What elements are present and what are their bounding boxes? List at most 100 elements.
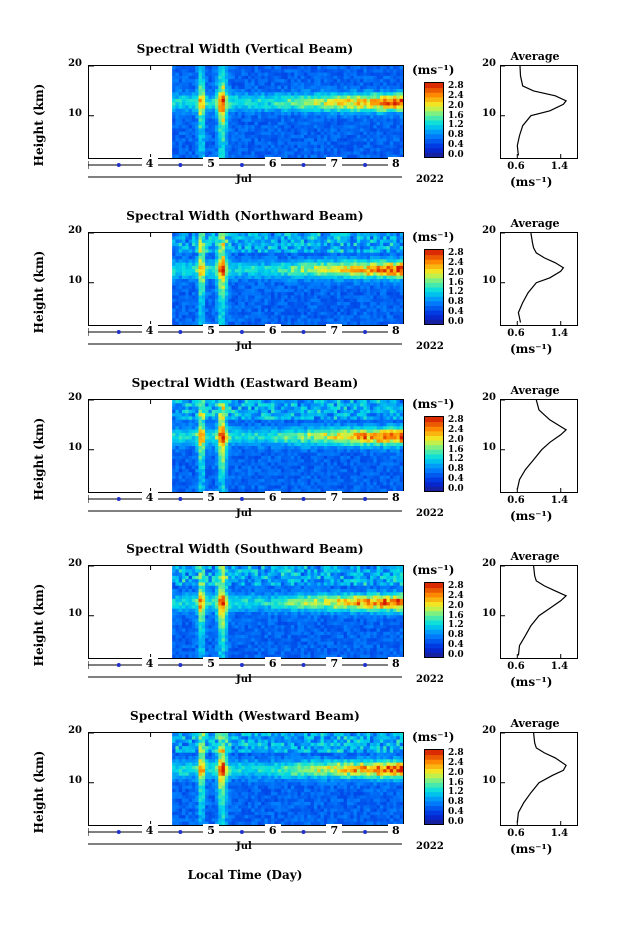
heatmap-cell [379,416,384,421]
heatmap-cell [221,429,226,434]
heatmap-cell [267,285,272,290]
heatmap-cell [333,315,338,319]
heatmap-cell [188,151,193,156]
heatmap-cell [323,262,328,267]
heatmap-cell [376,233,381,237]
heatmap-cell [320,252,325,257]
heatmap-cell [396,242,401,247]
heatmap-cell [264,66,269,70]
heatmap-cell [356,102,361,106]
heatmap-cell [241,121,246,126]
heatmap-cell [234,98,239,103]
heatmap-cell [175,102,180,106]
heatmap-cell [333,128,338,133]
heatmap-cell [228,135,232,139]
heatmap-cell [231,298,236,303]
heatmap-cell [383,400,388,404]
heatmap-cell [205,239,209,244]
heatmap-cell [337,151,341,156]
heatmap-cell [182,423,186,427]
heatmap-cell [277,419,282,424]
heatmap-cell [221,141,226,146]
heatmap-cell [353,121,358,126]
heatmap-cell [198,285,203,290]
heatmap-cell [399,321,403,325]
heatmap-cell [343,262,348,267]
heatmap-cell [188,95,193,100]
heatmap-cell [379,112,384,116]
heatmap-cell [353,141,358,146]
heatmap-cell [198,79,203,83]
heatmap-cell [251,279,256,283]
heatmap-cell [254,436,259,440]
heatmap-cell [379,436,384,440]
heatmap-cell [234,298,239,303]
heatmap-cell [399,272,403,277]
time-marker-dot [239,330,244,334]
heatmap-cell [389,406,394,411]
heatmap-cell [346,308,351,313]
heatmap-cell [323,298,328,303]
heatmap-cell [313,79,318,83]
heatmap-cell [175,429,180,434]
heatmap-cell [208,269,213,273]
heatmap-cell [188,141,193,146]
heatmap-cell [175,95,180,100]
heatmap-cell [195,125,200,129]
heatmap-cell [330,432,335,437]
heatmap-cell [254,259,259,264]
heatmap-cell [340,426,345,431]
heatmap-cell [353,279,358,283]
heatmap-cell [175,262,180,267]
heatmap-cell [191,279,196,283]
heatmap-cell [370,252,374,257]
heatmap-cell [201,135,206,139]
heatmap-cell [337,413,341,417]
heatmap-cell [201,75,206,80]
heatmap-cell [337,108,341,113]
heatmap-cell [290,406,295,411]
heatmap-cell [346,292,351,296]
heatmap-cell [360,135,364,139]
heatmap-cell [264,262,269,267]
heatmap-cell [175,233,180,237]
heatmap-cell [346,128,351,133]
heatmap-cell [211,282,216,287]
heatmap-cell [379,429,384,434]
heatmap-cell [340,82,345,87]
heatmap-cell [185,298,190,303]
heatmap-cell [370,131,374,136]
heatmap-cell [191,148,196,152]
heatmap-cell [307,148,312,152]
heatmap-cell [224,432,229,437]
heatmap-cell [277,154,282,158]
heatmap-cell [185,419,190,424]
heatmap-cell [205,89,209,93]
heatmap-cell [356,115,361,120]
heatmap-cell [218,302,223,306]
heatmap-cell [330,72,335,77]
heatmap-cell [251,233,256,237]
heatmap-cell [234,66,239,70]
heatmap-cell [304,233,308,237]
heatmap-cell [363,279,368,283]
heatmap-cell [353,144,358,149]
heatmap-cell [208,112,213,116]
heatmap-cell [320,125,325,129]
heatmap-cell [366,112,371,116]
heatmap-cell [350,432,355,437]
heatmap-cell [247,151,252,156]
heatmap-cell [175,295,180,300]
heatmap-cell [340,305,345,310]
heatmap-cell [379,400,384,404]
heatmap-cell [211,92,216,97]
heatmap-cell [195,265,200,270]
heatmap-cell [205,436,209,440]
heatmap-cell [389,249,394,254]
heatmap-cell [376,426,381,431]
heatmap-cell [188,439,193,444]
heatmap-cell [370,89,374,93]
heatmap-cell [389,400,394,404]
heatmap-cell [241,135,246,139]
heatmap-cell [370,288,374,293]
